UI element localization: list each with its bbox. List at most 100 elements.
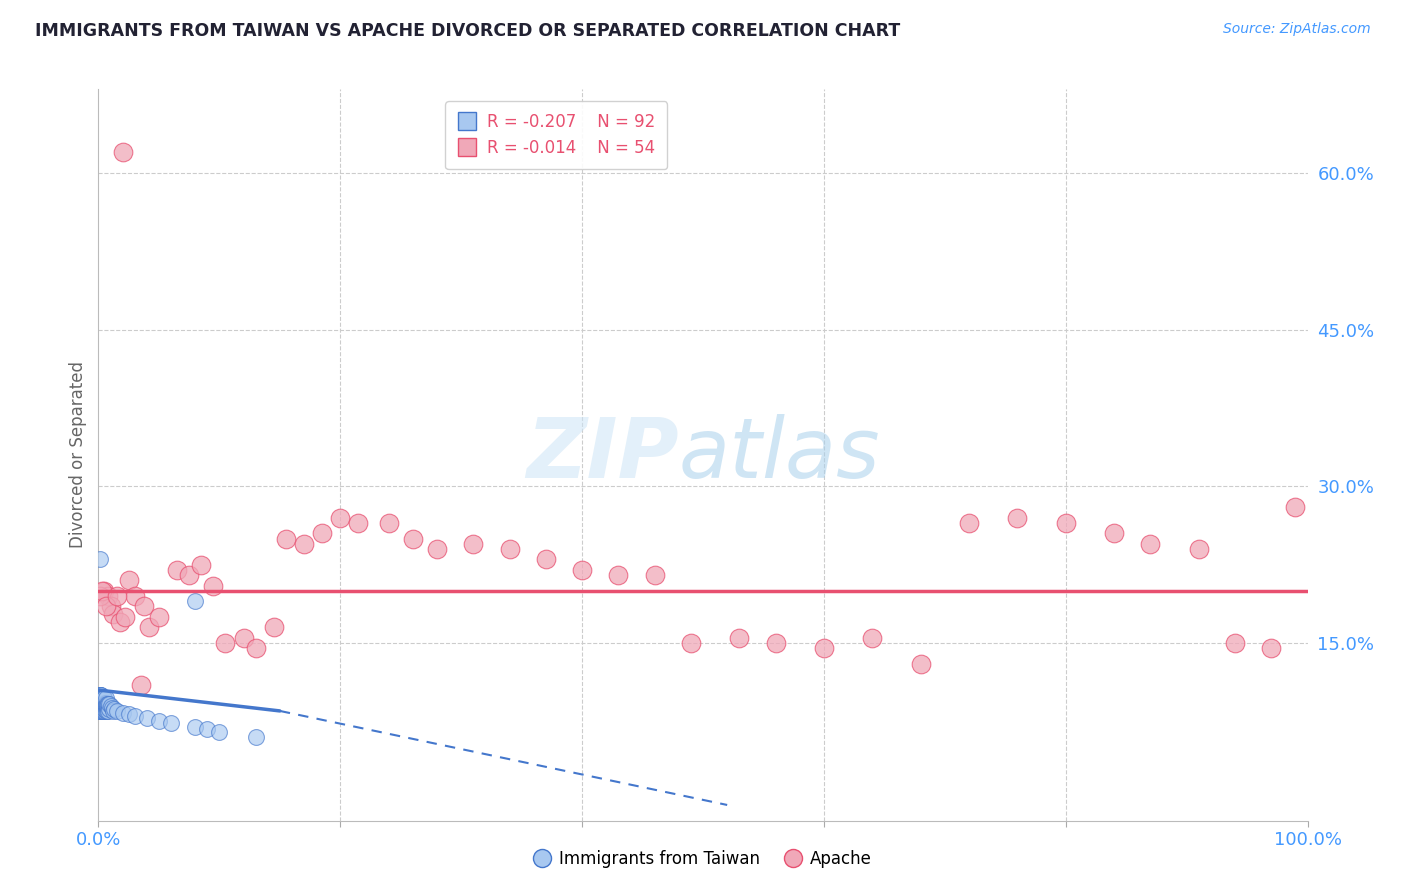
Point (377, 516, 399, 530)
Point (129, 678, 152, 692)
Point (90, 697, 112, 711)
Point (94, 700, 117, 714)
Point (94, 599, 117, 614)
Point (245, 641, 267, 656)
Point (1223, 636, 1246, 650)
Point (190, 558, 212, 572)
Point (93, 698, 115, 713)
Point (195, 722, 218, 736)
Point (98, 702, 121, 716)
Point (93, 691, 115, 706)
Legend: R = -0.207    N = 92, R = -0.014    N = 54: R = -0.207 N = 92, R = -0.014 N = 54 (446, 101, 666, 169)
Point (89, 688, 111, 702)
Point (232, 631, 254, 645)
Point (89, 698, 111, 713)
Point (89, 693, 111, 707)
Point (728, 631, 751, 645)
Point (103, 702, 125, 716)
Point (90, 688, 112, 702)
Point (94, 691, 117, 706)
Point (263, 620, 285, 634)
Point (91, 698, 114, 713)
Point (1007, 510, 1029, 524)
Point (97, 697, 120, 711)
Point (91, 697, 114, 711)
Point (534, 552, 557, 566)
Point (101, 607, 124, 621)
Point (94, 696, 117, 710)
Point (94, 697, 117, 711)
Point (93, 696, 115, 710)
Point (90, 702, 112, 716)
Point (91, 697, 114, 711)
Point (91, 704, 114, 718)
Point (91, 700, 114, 714)
Point (91, 693, 114, 707)
Point (644, 568, 666, 582)
Point (118, 707, 141, 722)
Point (93, 697, 115, 711)
Point (89, 693, 111, 707)
Point (90, 693, 112, 707)
Point (90, 700, 112, 714)
Point (93, 700, 115, 714)
Point (1054, 516, 1077, 530)
Point (89, 704, 111, 718)
Point (124, 709, 146, 723)
Point (292, 537, 315, 551)
Point (96, 697, 118, 711)
Point (89, 693, 111, 707)
Point (89, 552, 111, 566)
Point (179, 568, 201, 582)
Text: IMMIGRANTS FROM TAIWAN VS APACHE DIVORCED OR SEPARATED CORRELATION CHART: IMMIGRANTS FROM TAIWAN VS APACHE DIVORCE… (35, 22, 900, 40)
Point (91, 697, 114, 711)
Point (108, 615, 131, 629)
Point (184, 720, 207, 734)
Point (184, 594, 207, 608)
Point (96, 698, 118, 713)
Point (91, 696, 114, 710)
Point (1139, 537, 1161, 551)
Point (91, 698, 114, 713)
Point (90, 693, 112, 707)
Point (93, 583, 115, 598)
Point (98, 697, 121, 711)
Point (91, 698, 114, 713)
Point (679, 636, 702, 650)
Point (813, 641, 835, 656)
Point (1102, 526, 1125, 541)
Text: ZIP: ZIP (526, 415, 679, 495)
Point (89, 688, 111, 702)
Point (89, 589, 111, 603)
Text: atlas: atlas (679, 415, 880, 495)
Point (957, 516, 980, 530)
Point (160, 716, 183, 731)
Point (91, 702, 114, 716)
Point (105, 589, 128, 603)
Point (91, 693, 114, 707)
Point (93, 696, 115, 710)
Point (91, 700, 114, 714)
Point (100, 599, 122, 614)
Point (90, 696, 112, 710)
Point (202, 578, 225, 592)
Point (134, 599, 156, 614)
Point (311, 526, 333, 541)
Point (93, 704, 115, 718)
Point (89, 693, 111, 707)
Point (100, 700, 122, 714)
Point (101, 704, 124, 718)
Point (91, 691, 114, 706)
Point (89, 704, 111, 718)
Point (89, 697, 111, 711)
Point (105, 704, 128, 718)
Point (347, 516, 370, 530)
Point (498, 541, 520, 556)
Point (90, 698, 112, 713)
Point (214, 636, 236, 650)
Point (89, 688, 111, 702)
Point (100, 698, 122, 713)
Point (91, 583, 114, 598)
Point (111, 145, 134, 159)
Point (91, 704, 114, 718)
